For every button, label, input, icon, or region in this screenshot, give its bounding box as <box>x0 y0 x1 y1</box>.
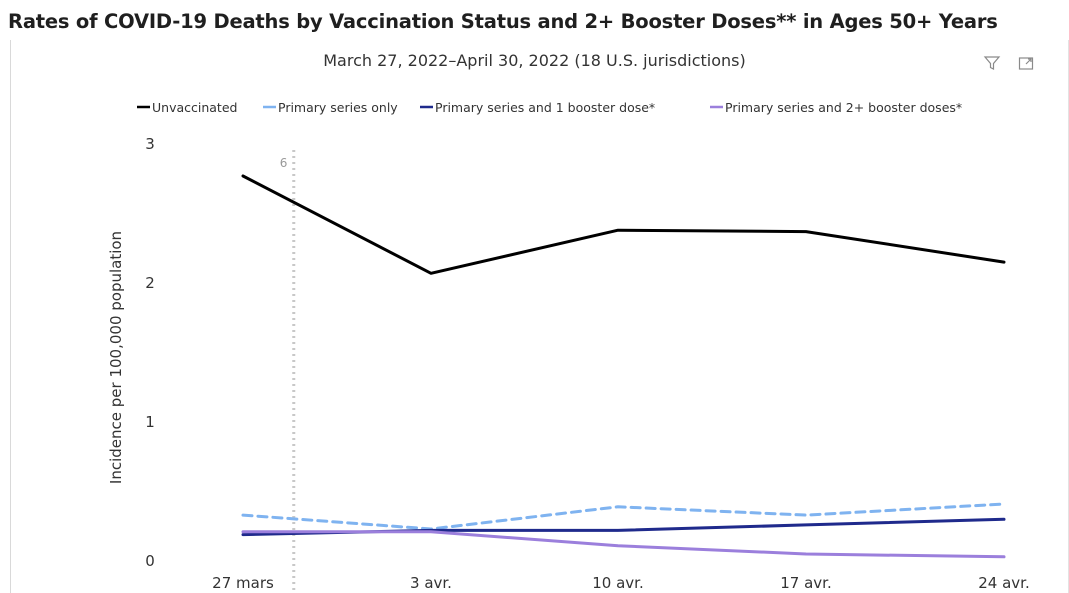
chart-panel <box>10 40 1069 593</box>
legend-item-unvaccinated[interactable]: Unvaccinated <box>137 100 237 115</box>
legend-label: Primary series and 2+ booster doses* <box>725 100 962 115</box>
x-axis: 27 mars 3 avr. 10 avr. 17 avr. 24 avr. <box>212 574 1030 592</box>
x-tick-label: 24 avr. <box>978 574 1029 592</box>
y-tick-label: 3 <box>145 135 155 153</box>
legend-item-primary-series-and-1-booster-dose[interactable]: Primary series and 1 booster dose* <box>420 100 655 115</box>
legend-item-primary-series-only[interactable]: Primary series only <box>263 100 398 115</box>
legend-item-primary-series-and-2-booster-doses[interactable]: Primary series and 2+ booster doses* <box>710 100 962 115</box>
x-tick-label: 10 avr. <box>592 574 643 592</box>
focus-mode-icon[interactable] <box>1017 54 1035 72</box>
legend-label: Primary series only <box>278 100 398 115</box>
chart-legend: Unvaccinated Primary series only Primary s… <box>137 100 962 115</box>
y-tick-label: 1 <box>145 413 155 431</box>
legend-label: Primary series and 1 booster dose* <box>435 100 655 115</box>
filter-icon[interactable] <box>983 54 1001 72</box>
x-tick-label: 27 mars <box>212 574 274 592</box>
y-tick-label: 0 <box>145 552 155 570</box>
reference-line-label: 6 <box>280 156 288 170</box>
series-line-unvaccinated[interactable] <box>241 174 1006 275</box>
y-axis: 0 1 2 3 Incidence per 100,000 population <box>107 135 155 570</box>
x-tick-label: 3 avr. <box>410 574 452 592</box>
x-tick-label: 17 avr. <box>780 574 831 592</box>
series-line-primary-series-only[interactable] <box>241 502 1006 531</box>
chart-subtitle: March 27, 2022–April 30, 2022 (18 U.S. j… <box>323 51 746 70</box>
y-tick-label: 2 <box>145 274 155 292</box>
chart-title: Rates of COVID-19 Deaths by Vaccination … <box>8 10 998 33</box>
reference-line-group: 6 <box>280 150 296 593</box>
y-axis-label: Incidence per 100,000 population <box>107 231 125 484</box>
series-lines <box>241 174 1006 559</box>
series-line-primary-series-and-2-booster-doses[interactable] <box>241 530 1006 559</box>
legend-label: Unvaccinated <box>152 100 237 115</box>
